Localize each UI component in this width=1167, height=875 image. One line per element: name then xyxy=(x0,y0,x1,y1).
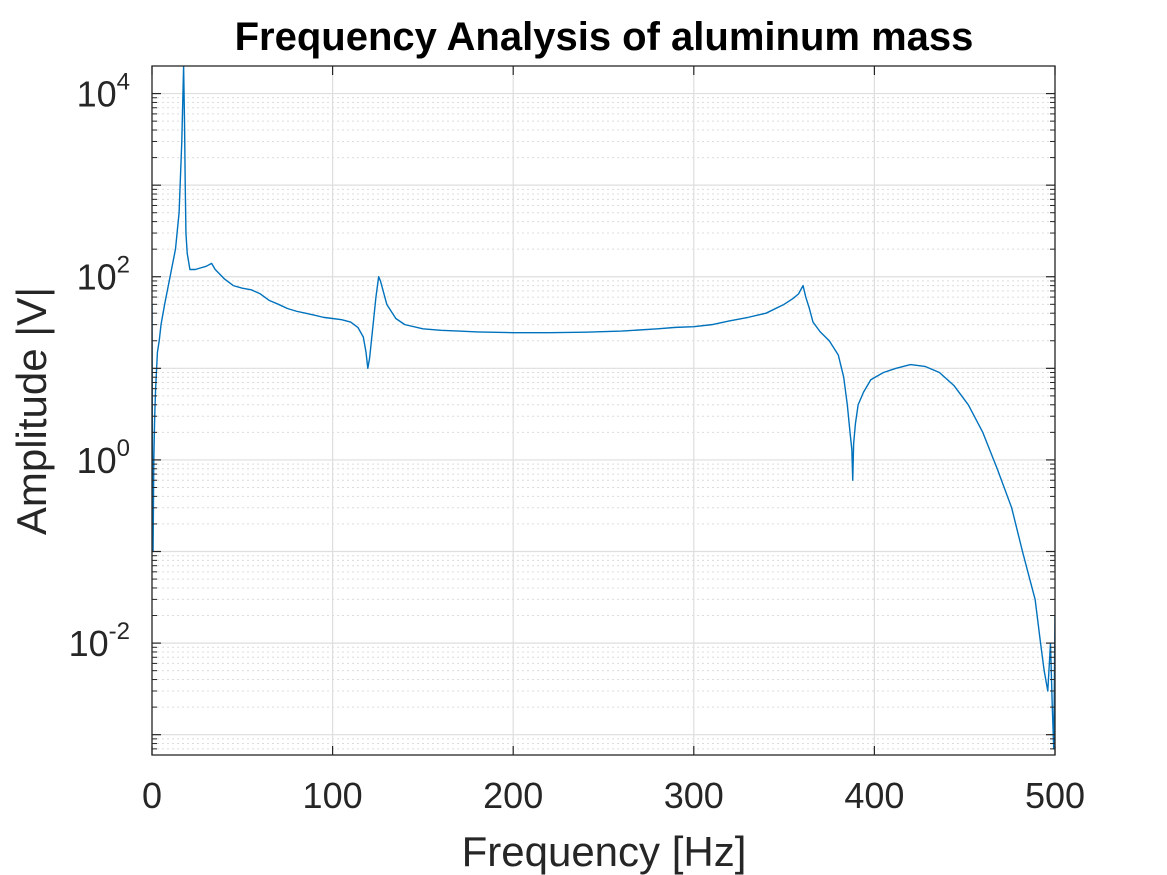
x-tick-label: 100 xyxy=(303,775,363,816)
y-tick-base: 10 xyxy=(77,440,117,481)
x-tick-label: 500 xyxy=(1025,775,1085,816)
y-tick-label: 100 xyxy=(77,435,130,481)
x-tick-label: 0 xyxy=(142,775,162,816)
x-tick-label: 400 xyxy=(844,775,904,816)
y-tick-exponent: 4 xyxy=(117,69,130,96)
y-tick-label: 104 xyxy=(77,69,130,115)
y-tick-exponent: 2 xyxy=(117,252,130,279)
y-tick-label: 102 xyxy=(77,252,130,298)
y-tick-base: 10 xyxy=(77,257,117,298)
grid-layer xyxy=(151,66,1056,756)
plot-area xyxy=(152,66,1055,750)
plot-frame xyxy=(151,65,1056,756)
x-axis-label: Frequency [Hz] xyxy=(462,828,747,875)
x-tick-label: 300 xyxy=(664,775,724,816)
y-tick-label: 10-2 xyxy=(69,618,130,664)
y-tick-base: 10 xyxy=(69,623,109,664)
series-line xyxy=(152,66,1055,750)
chart-title: Frequency Analysis of aluminum mass xyxy=(235,15,974,59)
y-tick-exponent: 0 xyxy=(117,435,130,462)
x-tick-label: 200 xyxy=(483,775,543,816)
y-tick-exponent: -2 xyxy=(109,618,130,645)
y-axis-label: Amplitude |V| xyxy=(8,287,55,535)
y-tick-base: 10 xyxy=(77,74,117,115)
